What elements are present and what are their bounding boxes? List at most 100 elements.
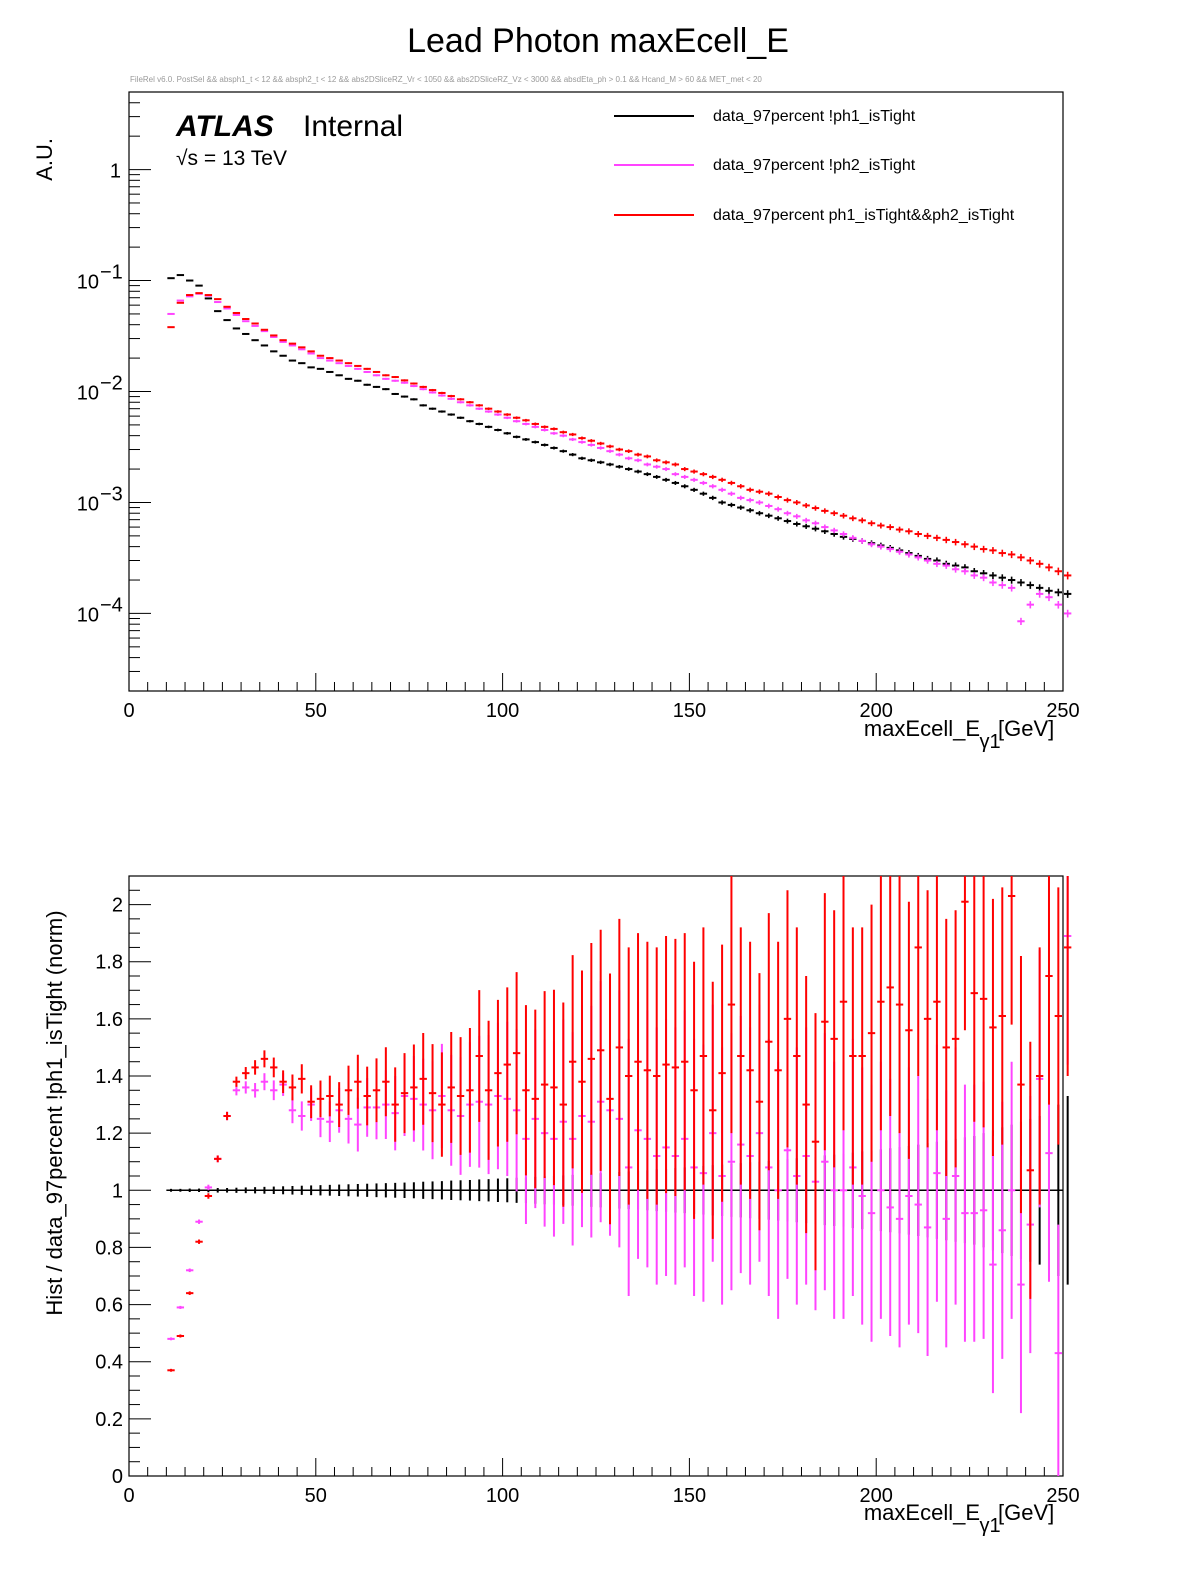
ratio-point-red <box>951 910 960 1168</box>
top-point-red <box>307 350 315 353</box>
top-point-black <box>559 449 567 453</box>
top-point-black <box>195 284 203 287</box>
top-point-black <box>307 366 315 369</box>
ratio-point-red <box>839 876 848 1131</box>
top-point-magenta <box>998 581 1006 589</box>
ratio-point-red <box>270 1057 278 1078</box>
top-point-red <box>643 454 652 459</box>
ratio-point-red <box>989 898 997 1156</box>
top-point-magenta <box>709 484 717 489</box>
ratio-plot-frame <box>128 875 1064 1477</box>
ratio-point-red <box>531 1009 539 1189</box>
ratio-y-axis: 0 0.2 0.4 0.6 0.8 1 1.2 1.4 1.6 1.8 2 <box>95 875 151 1488</box>
ratio-point-red <box>793 927 801 1185</box>
top-point-red <box>625 449 633 453</box>
ratio-point-red <box>419 1032 427 1125</box>
ratio-point-red <box>961 876 969 1031</box>
ratio-x-tick-label: 50 <box>305 1485 327 1507</box>
top-point-magenta <box>858 538 866 544</box>
ratio-point-magenta <box>251 1083 259 1098</box>
top-point-magenta <box>867 541 876 548</box>
ratio-point-magenta <box>1054 1224 1062 1476</box>
ratio-point-red <box>867 904 876 1162</box>
top-x-tick-label: 50 <box>305 700 327 722</box>
top-point-magenta <box>550 431 558 435</box>
top-point-black <box>540 443 549 447</box>
ratio-point-red <box>914 876 922 1076</box>
selection-cuts-text: FileRel v6.0. PostSel && absph1_t < 12 &… <box>130 75 762 84</box>
ratio-y-tick-label: 1 <box>112 1180 123 1202</box>
top-point-red <box>961 541 969 548</box>
top-point-magenta <box>653 464 661 469</box>
legend-label-magenta: data_97percent !ph2_isTight <box>713 157 916 174</box>
top-point-magenta <box>970 572 978 579</box>
top-point-red <box>877 522 885 529</box>
top-point-black <box>279 354 287 357</box>
ratio-point-red <box>316 1080 325 1118</box>
top-point-magenta <box>587 443 595 447</box>
top-point-black <box>1026 581 1034 589</box>
top-point-magenta <box>1017 617 1025 625</box>
ratio-point-red <box>438 1052 446 1157</box>
top-point-black <box>718 500 726 505</box>
top-x-tick-label: 100 <box>486 700 519 722</box>
top-point-black <box>811 526 820 532</box>
ratio-y-axis-label: Hist / data_97percent !ph1_isTight (norm… <box>42 910 67 1315</box>
top-point-red <box>821 508 829 514</box>
top-point-magenta <box>326 359 334 362</box>
top-point-black <box>1017 579 1025 587</box>
top-point-red <box>774 494 782 500</box>
legend: data_97percent !ph1_isTight data_97perce… <box>614 108 1015 224</box>
ratio-point-magenta <box>1007 1061 1016 1319</box>
top-point-magenta <box>942 562 950 569</box>
ratio-point-red <box>1026 1041 1034 1299</box>
top-point-red <box>298 346 306 349</box>
top-point-magenta <box>1054 601 1062 609</box>
top-point-black <box>363 383 371 386</box>
ratio-point-red <box>550 989 558 1186</box>
ratio-point-red <box>335 1082 343 1128</box>
top-point-red <box>260 328 269 331</box>
top-point-magenta <box>783 510 792 516</box>
top-point-magenta <box>839 531 848 537</box>
top-point-black <box>755 510 764 516</box>
ratio-point-red <box>802 976 810 1234</box>
top-point-magenta <box>765 503 773 509</box>
top-point-black <box>615 464 624 469</box>
top-point-black <box>410 398 418 401</box>
top-point-black <box>774 515 782 521</box>
ratio-point-red <box>214 1155 222 1163</box>
ratio-point-red <box>933 876 941 1131</box>
ratio-point-red <box>1045 876 1053 1105</box>
ratio-x-tick-label: 0 <box>123 1485 134 1507</box>
top-x-tick-label: 200 <box>860 700 893 722</box>
top-point-black <box>223 319 231 322</box>
top-point-red <box>653 458 661 463</box>
top-point-black <box>484 425 493 429</box>
top-point-red <box>372 370 381 373</box>
ratio-point-red <box>344 1065 353 1115</box>
top-point-black <box>456 416 465 419</box>
top-point-black <box>625 467 633 471</box>
top-point-black <box>186 279 194 282</box>
top-point-red <box>195 292 203 295</box>
top-point-red <box>382 374 390 377</box>
top-point-magenta <box>410 384 418 388</box>
top-point-black <box>494 428 502 432</box>
top-point-magenta <box>774 506 782 512</box>
ratio-point-red <box>942 918 950 1176</box>
top-point-magenta <box>279 340 287 343</box>
top-y-tick-label: 10 <box>77 604 99 626</box>
ratio-point-red <box>372 1058 381 1123</box>
top-point-magenta <box>400 381 409 384</box>
top-point-red <box>998 549 1006 557</box>
ratio-point-red <box>260 1050 269 1068</box>
top-point-magenta <box>1035 590 1044 598</box>
top-point-red <box>456 398 465 401</box>
top-point-red <box>606 444 614 449</box>
top-point-red <box>466 401 474 404</box>
top-point-black <box>550 446 558 450</box>
top-point-black <box>382 388 390 391</box>
top-y-tick-label: 10 <box>77 383 99 405</box>
top-point-red <box>802 502 810 509</box>
